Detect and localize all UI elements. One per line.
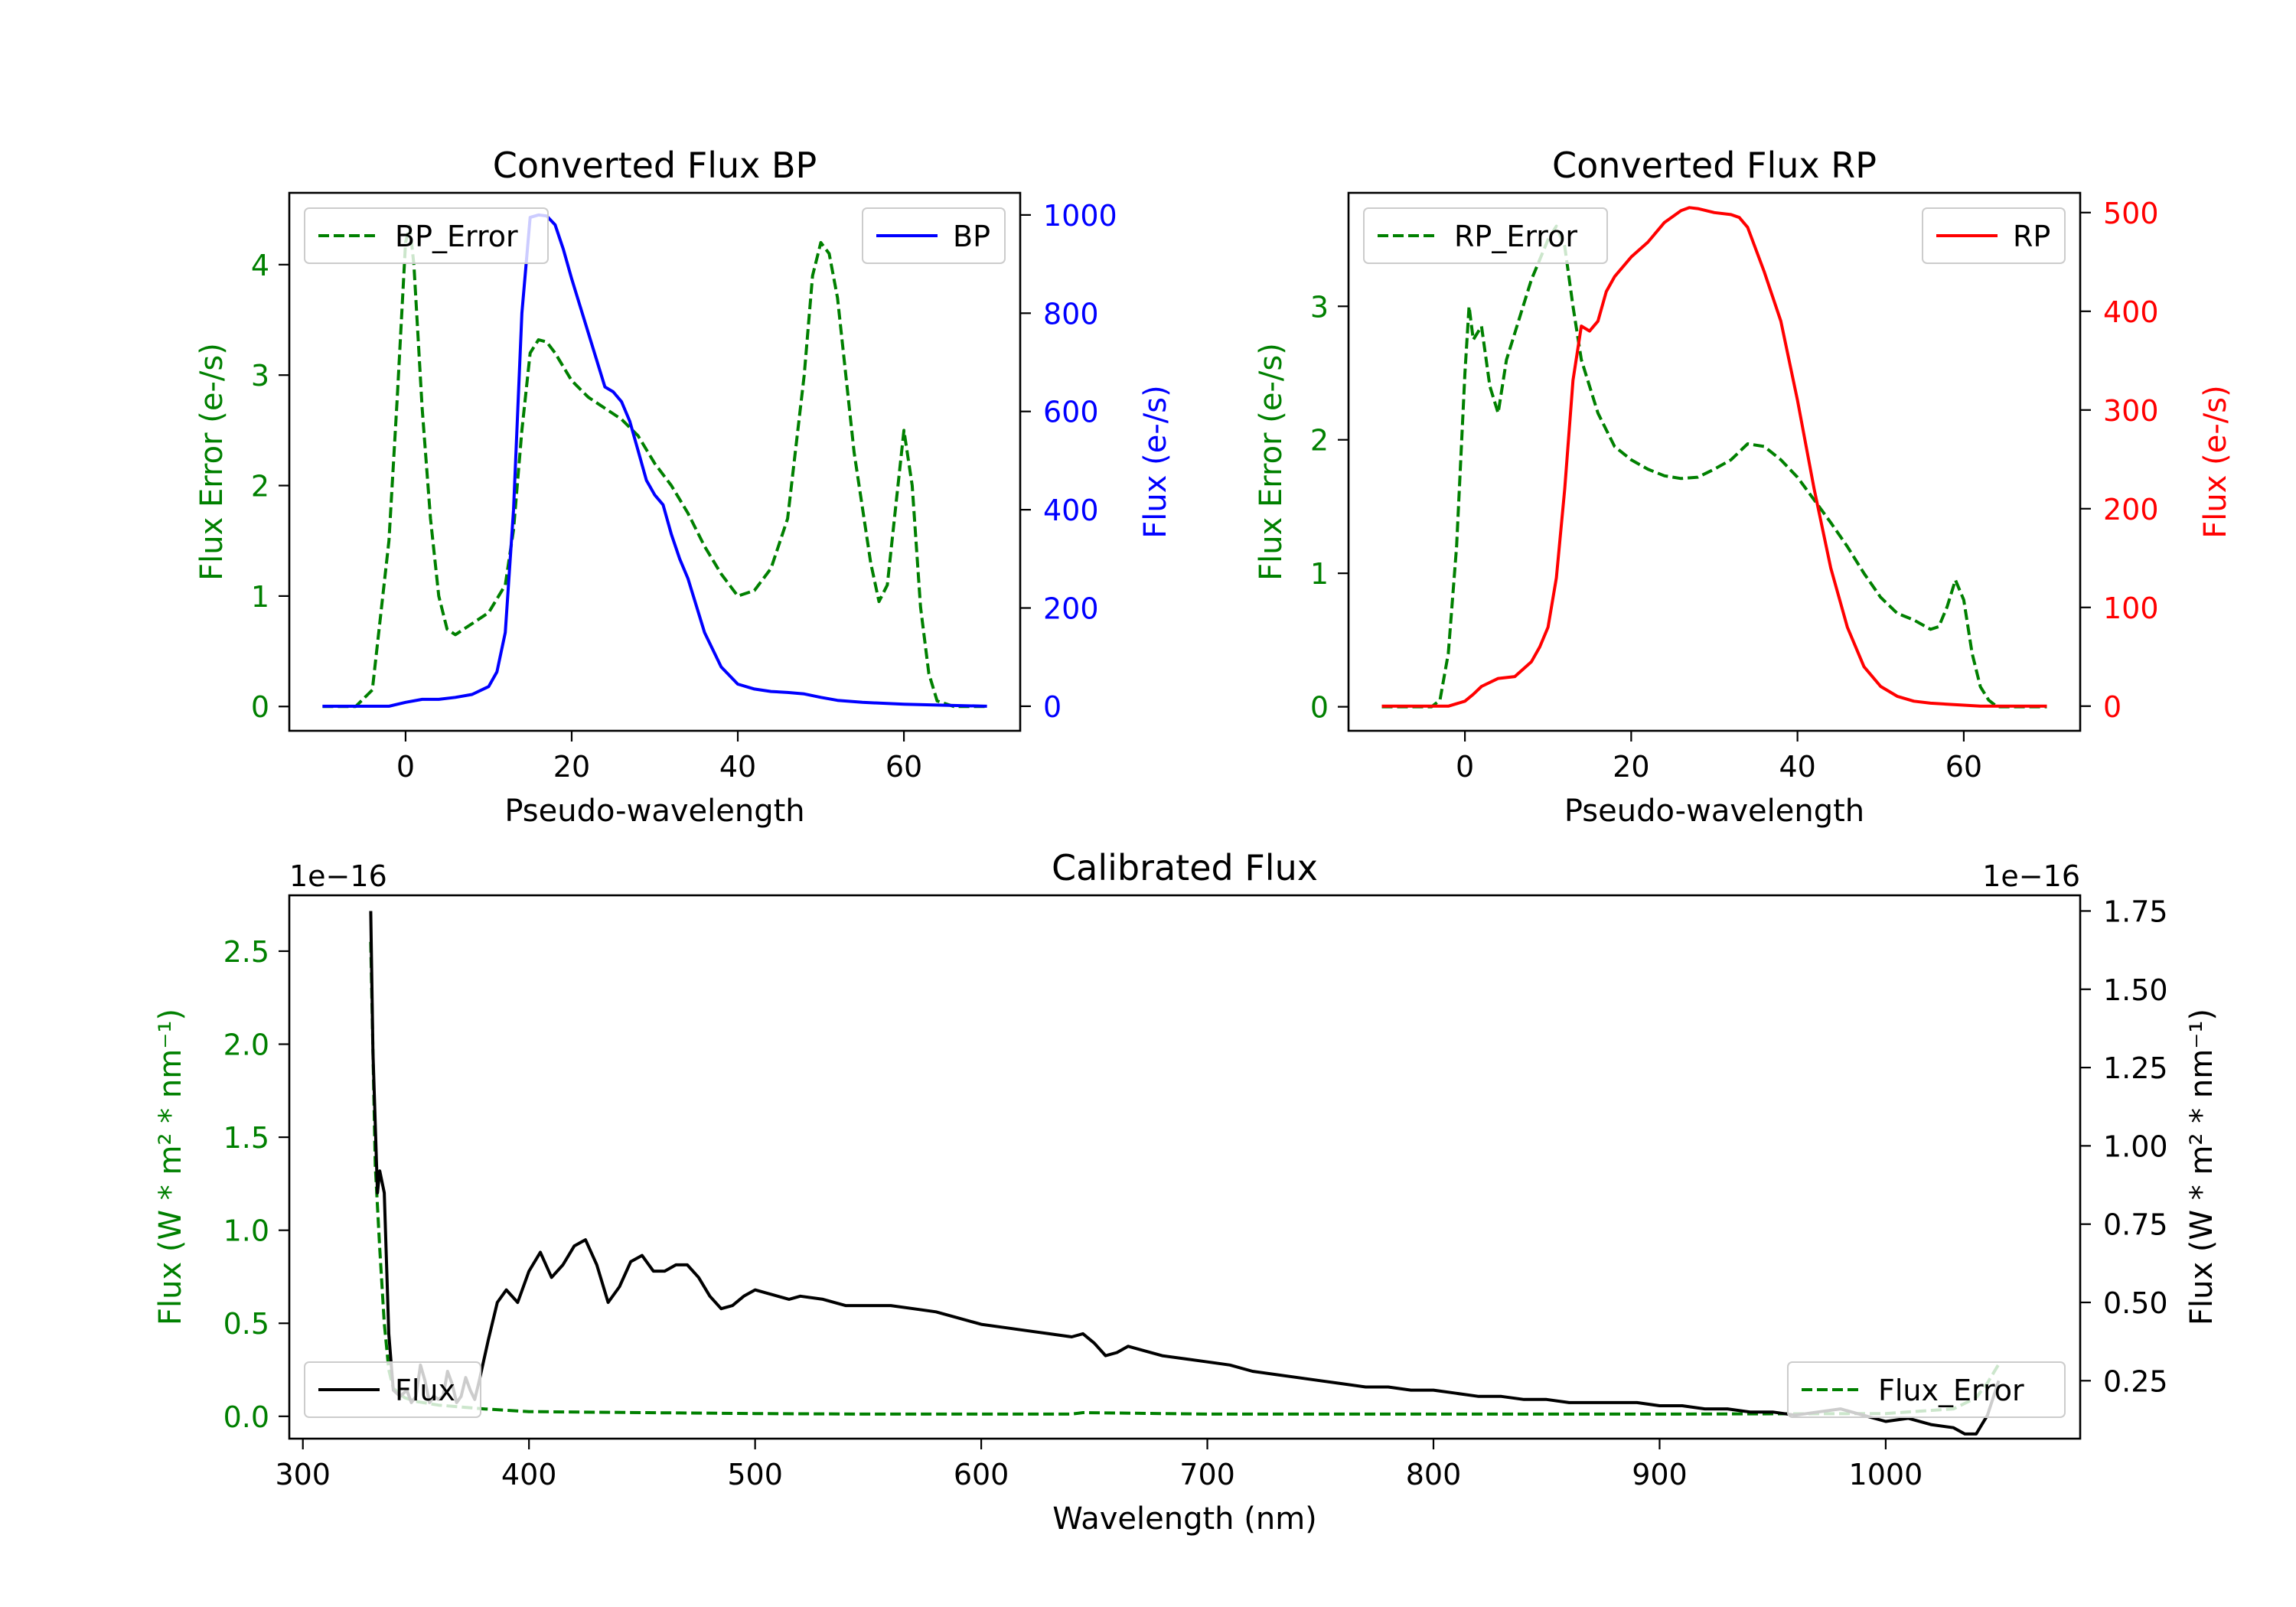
legend-label: RP_Error bbox=[1454, 220, 1577, 253]
y-left-tick-label: 2 bbox=[1310, 424, 1329, 458]
x-tick-label: 1000 bbox=[1849, 1458, 1923, 1491]
plot-frame bbox=[288, 894, 2082, 1440]
y-left-tick-label: 0 bbox=[1310, 691, 1329, 725]
y-right-tick-label: 0 bbox=[1043, 690, 1062, 724]
legend-frame bbox=[304, 1361, 481, 1418]
legend-label: RP bbox=[2013, 220, 2050, 253]
chart-rp: 0 20 40 60 0 1 2 3 0 100 200 300 400 500 Converted Flu… bbox=[1254, 145, 2233, 829]
legend-frame bbox=[1787, 1361, 2066, 1418]
chart-title: Converted Flux BP bbox=[493, 145, 817, 186]
y-right-tick-label: 0.75 bbox=[2103, 1208, 2168, 1242]
x-tick-label: 300 bbox=[275, 1458, 331, 1491]
y-right-tick-label: 600 bbox=[1043, 396, 1099, 429]
legend-left: Flux bbox=[304, 1361, 481, 1418]
plot-frame bbox=[1347, 191, 2082, 732]
x-tick-label: 800 bbox=[1406, 1458, 1462, 1491]
x-tick-label: 60 bbox=[885, 750, 922, 784]
x-tick-label: 60 bbox=[1945, 750, 1982, 784]
y-right-tick-label: 1.50 bbox=[2103, 973, 2168, 1007]
x-tick-label: 0 bbox=[396, 750, 415, 784]
series-line-flux bbox=[369, 911, 2001, 1436]
legend-label: BP bbox=[953, 220, 990, 253]
y-right-tick-label: 1.00 bbox=[2103, 1129, 2168, 1163]
y-left-tick-label: 2.0 bbox=[223, 1028, 269, 1062]
chart-calibrated: 300 400 500 600 700 800 900 1000 0.0 0.5 1.0 1.5 2.0… bbox=[153, 847, 2219, 1537]
y-left-tick-label: 1.5 bbox=[223, 1121, 269, 1155]
x-tick-label: 400 bbox=[501, 1458, 557, 1491]
series-line-flux-error bbox=[369, 941, 2001, 1416]
y-right-tick-label: 400 bbox=[2103, 295, 2159, 329]
y-right-tick-label: 300 bbox=[2103, 394, 2159, 428]
legend-frame bbox=[304, 207, 549, 264]
y-right-tick-label: 800 bbox=[1043, 297, 1099, 331]
y-left-axis-label: Flux (W * m² * nm⁻¹) bbox=[153, 1009, 188, 1325]
series-line-rp bbox=[1381, 206, 2047, 708]
y-left-tick-label: 0.5 bbox=[223, 1307, 269, 1341]
x-tick-label: 40 bbox=[719, 750, 756, 784]
legend-left: BP_Error bbox=[304, 207, 549, 264]
y-right-tick-label: 1.25 bbox=[2103, 1051, 2168, 1085]
y-left-tick-label: 3 bbox=[1310, 290, 1329, 324]
y-right-tick-label: 200 bbox=[1043, 592, 1099, 625]
y-right-tick-label: 400 bbox=[1043, 494, 1099, 527]
legend-right: Flux_Error bbox=[1787, 1361, 2066, 1418]
legend-label: Flux bbox=[395, 1374, 455, 1407]
y-left-axis-label: Flux Error (e-/s) bbox=[1254, 343, 1289, 581]
y-right-axis-label: Flux (e-/s) bbox=[1138, 385, 1173, 538]
y-left-offset-label: 1e−16 bbox=[289, 859, 387, 893]
y-left-tick-label: 0 bbox=[251, 690, 269, 724]
y-left-tick-label: 1.0 bbox=[223, 1214, 269, 1248]
plot-frame bbox=[288, 191, 1022, 732]
y-right-tick-label: 0.50 bbox=[2103, 1286, 2168, 1320]
y-right-axis-label: Flux (e-/s) bbox=[2198, 385, 2233, 538]
legend-right: RP bbox=[1922, 207, 2066, 264]
x-axis-label: Wavelength (nm) bbox=[1052, 1501, 1317, 1537]
y-right-tick-label: 0 bbox=[2103, 690, 2122, 724]
y-right-tick-label: 0.25 bbox=[2103, 1364, 2168, 1398]
series-line-bp bbox=[322, 213, 987, 708]
y-right-tick-label: 1000 bbox=[1043, 199, 1117, 233]
y-left-tick-label: 2.5 bbox=[223, 935, 269, 969]
series-line-bp-error bbox=[322, 224, 987, 709]
x-axis-label: Pseudo-wavelength bbox=[1564, 794, 1864, 829]
x-tick-label: 600 bbox=[954, 1458, 1009, 1491]
x-tick-label: 900 bbox=[1632, 1458, 1688, 1491]
legend-frame bbox=[1363, 207, 1608, 264]
x-tick-label: 20 bbox=[553, 750, 590, 784]
y-right-axis-label: Flux (W * m² * nm⁻¹) bbox=[2184, 1009, 2219, 1325]
y-right-tick-label: 1.75 bbox=[2103, 895, 2168, 928]
legend-left: RP_Error bbox=[1363, 207, 1608, 264]
x-tick-label: 0 bbox=[1456, 750, 1474, 784]
y-left-axis-label: Flux Error (e-/s) bbox=[194, 343, 230, 581]
y-left-tick-label: 4 bbox=[251, 249, 269, 282]
x-tick-label: 500 bbox=[727, 1458, 783, 1491]
chart-title: Calibrated Flux bbox=[1052, 847, 1318, 888]
y-left-tick-label: 2 bbox=[251, 470, 269, 504]
y-right-offset-label: 1e−16 bbox=[1982, 859, 2080, 893]
series-line-rp-error bbox=[1381, 224, 2047, 709]
legend-label: BP_Error bbox=[395, 220, 518, 253]
legend-right: BP bbox=[862, 207, 1006, 264]
y-right-tick-label: 200 bbox=[2103, 493, 2159, 526]
x-tick-label: 40 bbox=[1779, 750, 1815, 784]
y-right-tick-label: 100 bbox=[2103, 592, 2159, 625]
y-left-tick-label: 3 bbox=[251, 359, 269, 393]
legend-label: Flux_Error bbox=[1878, 1374, 2024, 1407]
y-left-tick-label: 1 bbox=[251, 580, 269, 614]
x-axis-label: Pseudo-wavelength bbox=[504, 794, 804, 829]
x-tick-label: 20 bbox=[1613, 750, 1649, 784]
chart-title: Converted Flux RP bbox=[1552, 145, 1877, 186]
y-right-tick-label: 500 bbox=[2103, 197, 2159, 230]
y-left-tick-label: 0.0 bbox=[223, 1400, 269, 1434]
x-tick-label: 700 bbox=[1179, 1458, 1235, 1491]
y-left-tick-label: 1 bbox=[1310, 557, 1329, 591]
